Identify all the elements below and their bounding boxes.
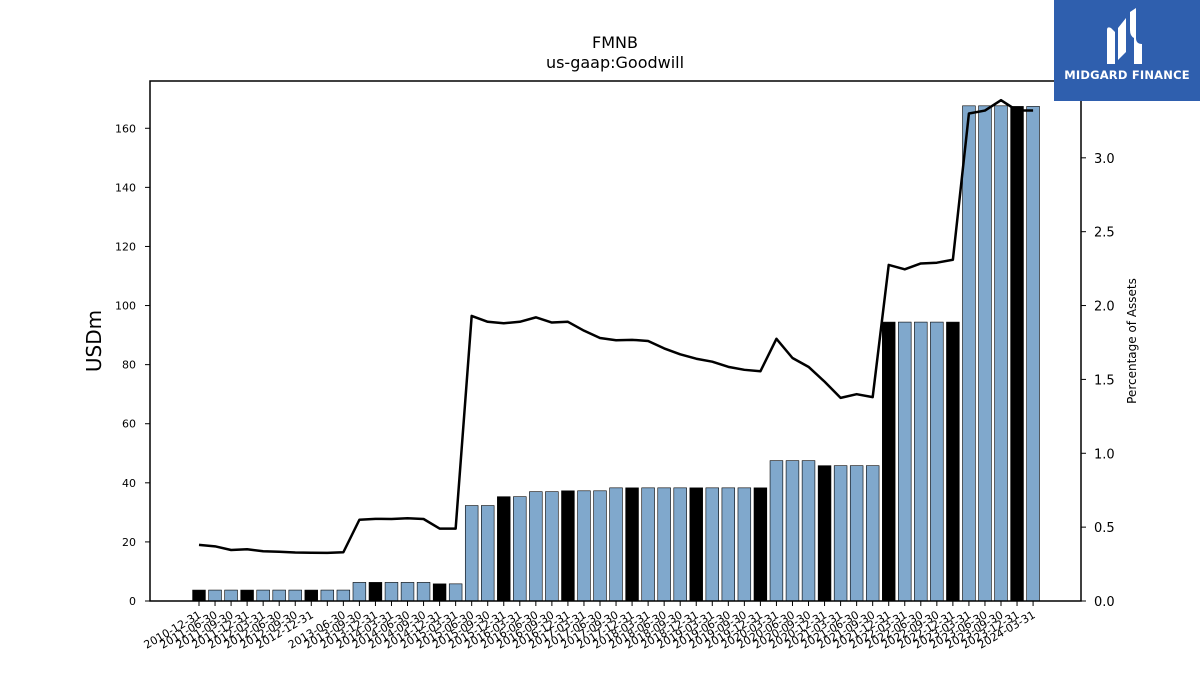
bar xyxy=(304,589,318,602)
logo-text: MIDGARD FINANCE xyxy=(1064,68,1190,82)
bar xyxy=(657,487,671,602)
bar xyxy=(272,589,286,602)
bar xyxy=(352,582,367,602)
y-tick-label: 40 xyxy=(122,477,136,490)
percentage-of-assets-line xyxy=(198,98,1034,555)
bar xyxy=(689,487,703,602)
bar xyxy=(593,490,607,602)
midgard-finance-logo: MIDGARD FINANCE xyxy=(1054,0,1200,101)
bar xyxy=(946,321,960,602)
bar xyxy=(208,589,222,602)
bar xyxy=(529,491,543,602)
y-tick-label: 0 xyxy=(129,595,136,608)
y-axis-label: USDm xyxy=(82,310,106,372)
bar xyxy=(930,321,944,602)
bar xyxy=(577,490,591,602)
bar xyxy=(833,465,848,602)
bar xyxy=(384,582,399,602)
y2-tick-label: 2.0 xyxy=(1094,300,1115,315)
bar xyxy=(1026,106,1040,602)
bar xyxy=(336,589,351,602)
y2-tick-label: 1.5 xyxy=(1094,373,1115,388)
bar xyxy=(561,490,575,602)
bar xyxy=(513,496,527,602)
bar-series xyxy=(192,105,1040,602)
bar xyxy=(962,105,976,602)
bar xyxy=(240,589,254,602)
bar xyxy=(464,505,479,602)
bar xyxy=(785,460,800,602)
bar xyxy=(224,589,238,602)
bar xyxy=(737,487,752,602)
bar xyxy=(641,487,655,602)
bar xyxy=(817,465,832,602)
bar xyxy=(545,491,559,602)
y-tick-label: 140 xyxy=(115,181,136,194)
bar xyxy=(898,321,912,602)
bar xyxy=(1010,106,1024,602)
y2-axis-label: Percentage of Assets xyxy=(1125,278,1139,404)
bar xyxy=(432,583,447,602)
bar xyxy=(753,487,768,602)
bar xyxy=(978,105,992,602)
bar xyxy=(609,487,623,602)
bar xyxy=(625,487,639,602)
y-tick-label: 160 xyxy=(115,122,136,135)
y-tick-label: 80 xyxy=(122,359,136,372)
y2-tick-label: 0.5 xyxy=(1094,521,1115,536)
bar xyxy=(849,465,864,602)
y2-tick-label: 1.0 xyxy=(1094,447,1115,462)
bar xyxy=(994,105,1008,602)
bar xyxy=(721,487,736,602)
bar xyxy=(320,589,335,602)
bar xyxy=(865,465,880,602)
bar xyxy=(673,487,687,602)
bar xyxy=(192,589,206,602)
bar xyxy=(368,582,383,602)
y2-tick-label: 3.0 xyxy=(1094,152,1115,167)
y2-tick-label: 2.5 xyxy=(1094,226,1115,241)
y-tick-label: 100 xyxy=(115,300,136,313)
x-axis-ticks: 2010-12-312011-06-302011-09-302011-12-31… xyxy=(142,601,1038,652)
bar xyxy=(801,460,816,602)
bar xyxy=(481,505,495,602)
bar xyxy=(705,487,719,602)
y-tick-label: 120 xyxy=(115,240,136,253)
y-tick-label: 20 xyxy=(122,536,136,549)
bar xyxy=(448,583,463,602)
right-axis-ticks: 0.0 0.5 1.0 1.5 2.0 2.5 3.0 xyxy=(1081,152,1115,610)
chart-title: FMNB xyxy=(592,33,638,52)
logo-mark-icon xyxy=(1107,8,1142,64)
left-axis-ticks: 0 20 40 60 80 100 120 140 160 xyxy=(115,122,150,608)
bar xyxy=(769,460,784,602)
bar xyxy=(288,589,302,602)
y-tick-label: 60 xyxy=(122,418,136,431)
chart-subtitle: us-gaap:Goodwill xyxy=(546,53,684,72)
bar xyxy=(497,496,511,602)
bar xyxy=(400,582,415,602)
bar xyxy=(914,321,928,602)
bar xyxy=(882,321,896,602)
y2-tick-label: 0.0 xyxy=(1094,595,1115,610)
plot-frame xyxy=(149,80,1082,602)
bar xyxy=(416,582,431,602)
bar xyxy=(256,589,270,602)
